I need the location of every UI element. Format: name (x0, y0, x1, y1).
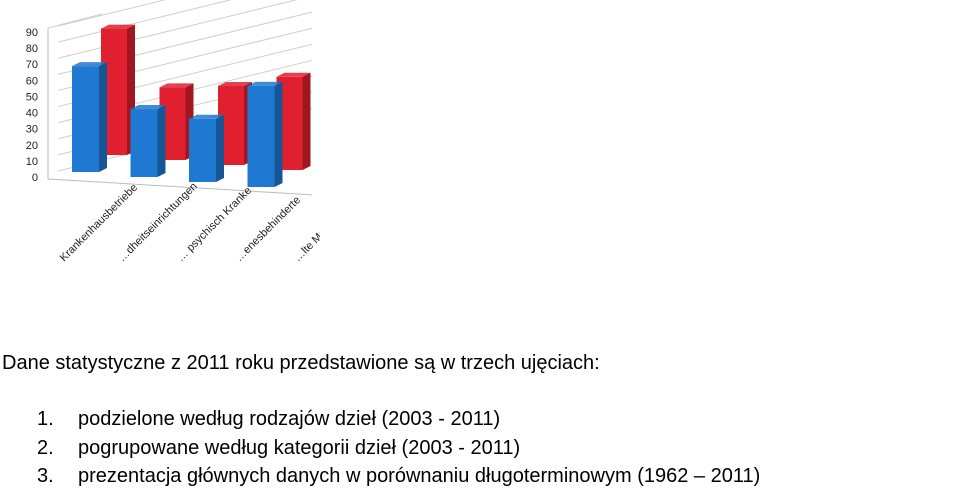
y-tick-label: 80 (26, 43, 38, 55)
gridline (57, 0, 167, 27)
chart-bars (72, 24, 311, 187)
gridline (57, 0, 298, 59)
bar-side (302, 72, 311, 170)
bar-top (101, 24, 135, 29)
list-item: 1. podzielone według rodzajów dzieł (200… (37, 405, 760, 434)
wall-edge (47, 13, 103, 29)
list-item: 2. pogrupowane według kategorii dzieł (2… (37, 434, 760, 463)
y-tick-label: 40 (26, 108, 38, 120)
bar (189, 114, 224, 182)
bar-top (159, 83, 194, 88)
chart-axes (47, 13, 313, 196)
x-tick-label: …lte Men… (292, 215, 320, 265)
y-tick-label: 90 (26, 27, 38, 39)
list-item-label: podzielone według rodzajów dzieł (2003 -… (78, 408, 501, 430)
bar-side (99, 62, 107, 172)
list-item-number: 3. (37, 465, 54, 487)
y-tick-label: 0 (32, 172, 38, 184)
bar-side (216, 114, 224, 182)
list-item: 3. prezentacja głównych danych w porówna… (37, 462, 760, 491)
bar-side (157, 105, 166, 177)
bar-top (72, 62, 107, 67)
bar-front (189, 118, 216, 182)
list-item-number: 2. (37, 436, 54, 459)
x-axis-line (47, 178, 313, 196)
bar-front (247, 85, 275, 187)
bar (72, 62, 107, 172)
bar (247, 81, 283, 187)
y-tick-label: 50 (26, 91, 38, 103)
list-item-label: pogrupowane według kategorii dzieł (2003… (78, 436, 521, 459)
bar (130, 105, 166, 177)
bar-top (189, 114, 224, 119)
y-tick-label: 70 (26, 59, 38, 71)
bar (159, 83, 194, 160)
bar-top (247, 81, 283, 86)
gridline (57, 0, 232, 43)
view-list: 1. podzielone według rodzajów dzieł (200… (37, 405, 760, 491)
bar-front (72, 66, 99, 172)
bar-side (274, 81, 283, 187)
y-tick-label: 20 (26, 140, 38, 152)
bar-top (218, 82, 252, 86)
y-tick-label: 30 (26, 124, 38, 136)
bar-top (276, 72, 311, 77)
y-tick-label: 60 (26, 75, 38, 87)
bar-top (130, 105, 166, 110)
list-item-number: 1. (37, 408, 54, 430)
intro-text: Dane statystyczne z 2011 roku przedstawi… (2, 352, 600, 374)
y-tick-label: 10 (26, 156, 38, 168)
list-item-label: prezentacja głównych danych w porównaniu… (78, 465, 761, 487)
bar-front (130, 109, 158, 177)
y-axis-ticks: 0 10 20 30 40 50 60 70 80 90 (26, 27, 38, 184)
